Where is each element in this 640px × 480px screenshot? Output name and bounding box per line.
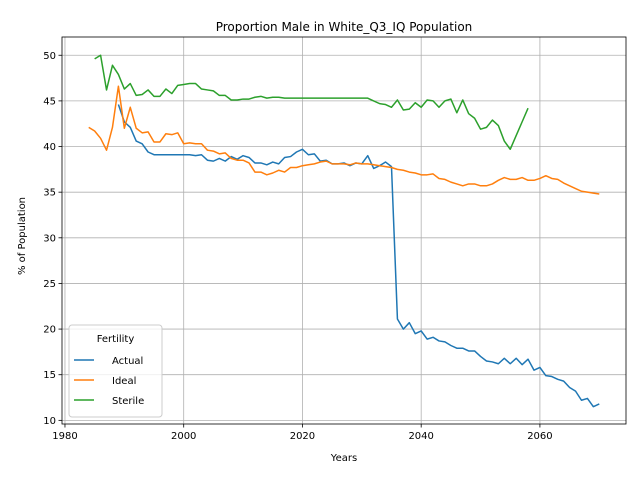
x-tick-label: 2040 (408, 431, 433, 442)
x-tick-label: 2000 (171, 431, 196, 442)
y-tick-label: 30 (43, 233, 56, 244)
y-tick-label: 40 (43, 142, 56, 153)
y-tick-label: 45 (43, 96, 56, 107)
x-tick-label: 2020 (290, 431, 315, 442)
y-tick-label: 35 (43, 188, 56, 199)
legend-entry-ideal: Ideal (112, 376, 136, 387)
legend-entry-actual: Actual (112, 356, 143, 367)
legend: Fertility Actual Ideal Sterile (69, 325, 162, 417)
x-axis-label: Years (330, 453, 357, 464)
y-axis-label: % of Population (17, 197, 28, 275)
y-tick-label: 20 (43, 325, 56, 336)
legend-title: Fertility (97, 334, 135, 345)
x-tick-label: 2060 (527, 431, 552, 442)
y-tick-label: 15 (43, 370, 56, 381)
chart-title: Proportion Male in White_Q3_IQ Populatio… (216, 20, 473, 34)
x-tick-label: 1980 (52, 431, 77, 442)
y-tick-label: 50 (43, 51, 56, 62)
legend-entry-sterile: Sterile (112, 396, 144, 407)
y-tick-label: 25 (43, 279, 56, 290)
y-tick-label: 10 (43, 416, 56, 427)
